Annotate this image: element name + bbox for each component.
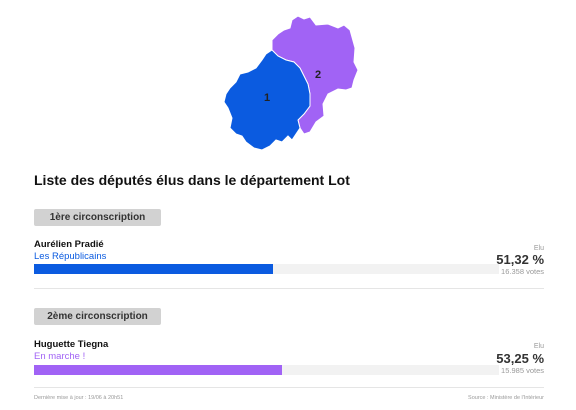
vote-percentage: 51,32 %	[496, 252, 544, 267]
last-update: Dernière mise à jour : 19/06 à 20h51	[34, 395, 124, 401]
department-map: 1 2	[218, 10, 364, 156]
result-bar-track	[34, 365, 499, 375]
region-1-label: 1	[264, 92, 270, 104]
map-region-1[interactable]	[223, 49, 311, 151]
divider	[34, 387, 544, 388]
vote-count: 16.358 votes	[501, 267, 544, 276]
circonscription-1: 1ère circonscription Aurélien Pradié Les…	[34, 207, 544, 287]
elected-status: Elu	[533, 245, 544, 252]
candidate-party-link[interactable]: En marche !	[34, 351, 86, 362]
result-bar-track	[34, 264, 499, 274]
source-credit: Source : Ministère de l'Intérieur	[468, 395, 544, 401]
page-title: Liste des députés élus dans le départeme…	[34, 172, 350, 188]
circonscription-2: 2ème circonscription Huguette Tiegna En …	[34, 306, 544, 386]
lot-map-svg: 1 2	[223, 15, 359, 151]
divider	[34, 288, 544, 289]
candidate-party-link[interactable]: Les Républicains	[34, 251, 107, 262]
candidate-name: Huguette Tiegna	[34, 339, 109, 350]
circonscription-label: 2ème circonscription	[34, 308, 161, 325]
vote-count: 15.985 votes	[501, 366, 544, 375]
result-bar-fill	[34, 264, 273, 274]
region-2-label: 2	[315, 69, 321, 81]
vote-percentage: 53,25 %	[496, 351, 544, 366]
result-bar-fill	[34, 365, 282, 375]
circonscription-label: 1ère circonscription	[34, 209, 161, 226]
candidate-name: Aurélien Pradié	[34, 239, 104, 250]
elected-status: Elu	[533, 343, 544, 350]
